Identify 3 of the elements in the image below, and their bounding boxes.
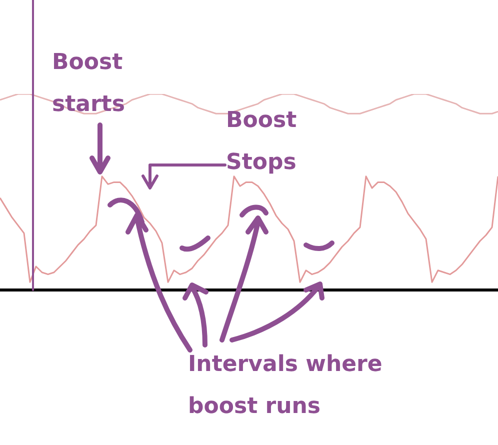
annotation: Boost Stops — [226, 107, 298, 177]
text: Intervals where boost runs — [188, 351, 384, 421]
annotation: Boost starts — [52, 49, 126, 119]
